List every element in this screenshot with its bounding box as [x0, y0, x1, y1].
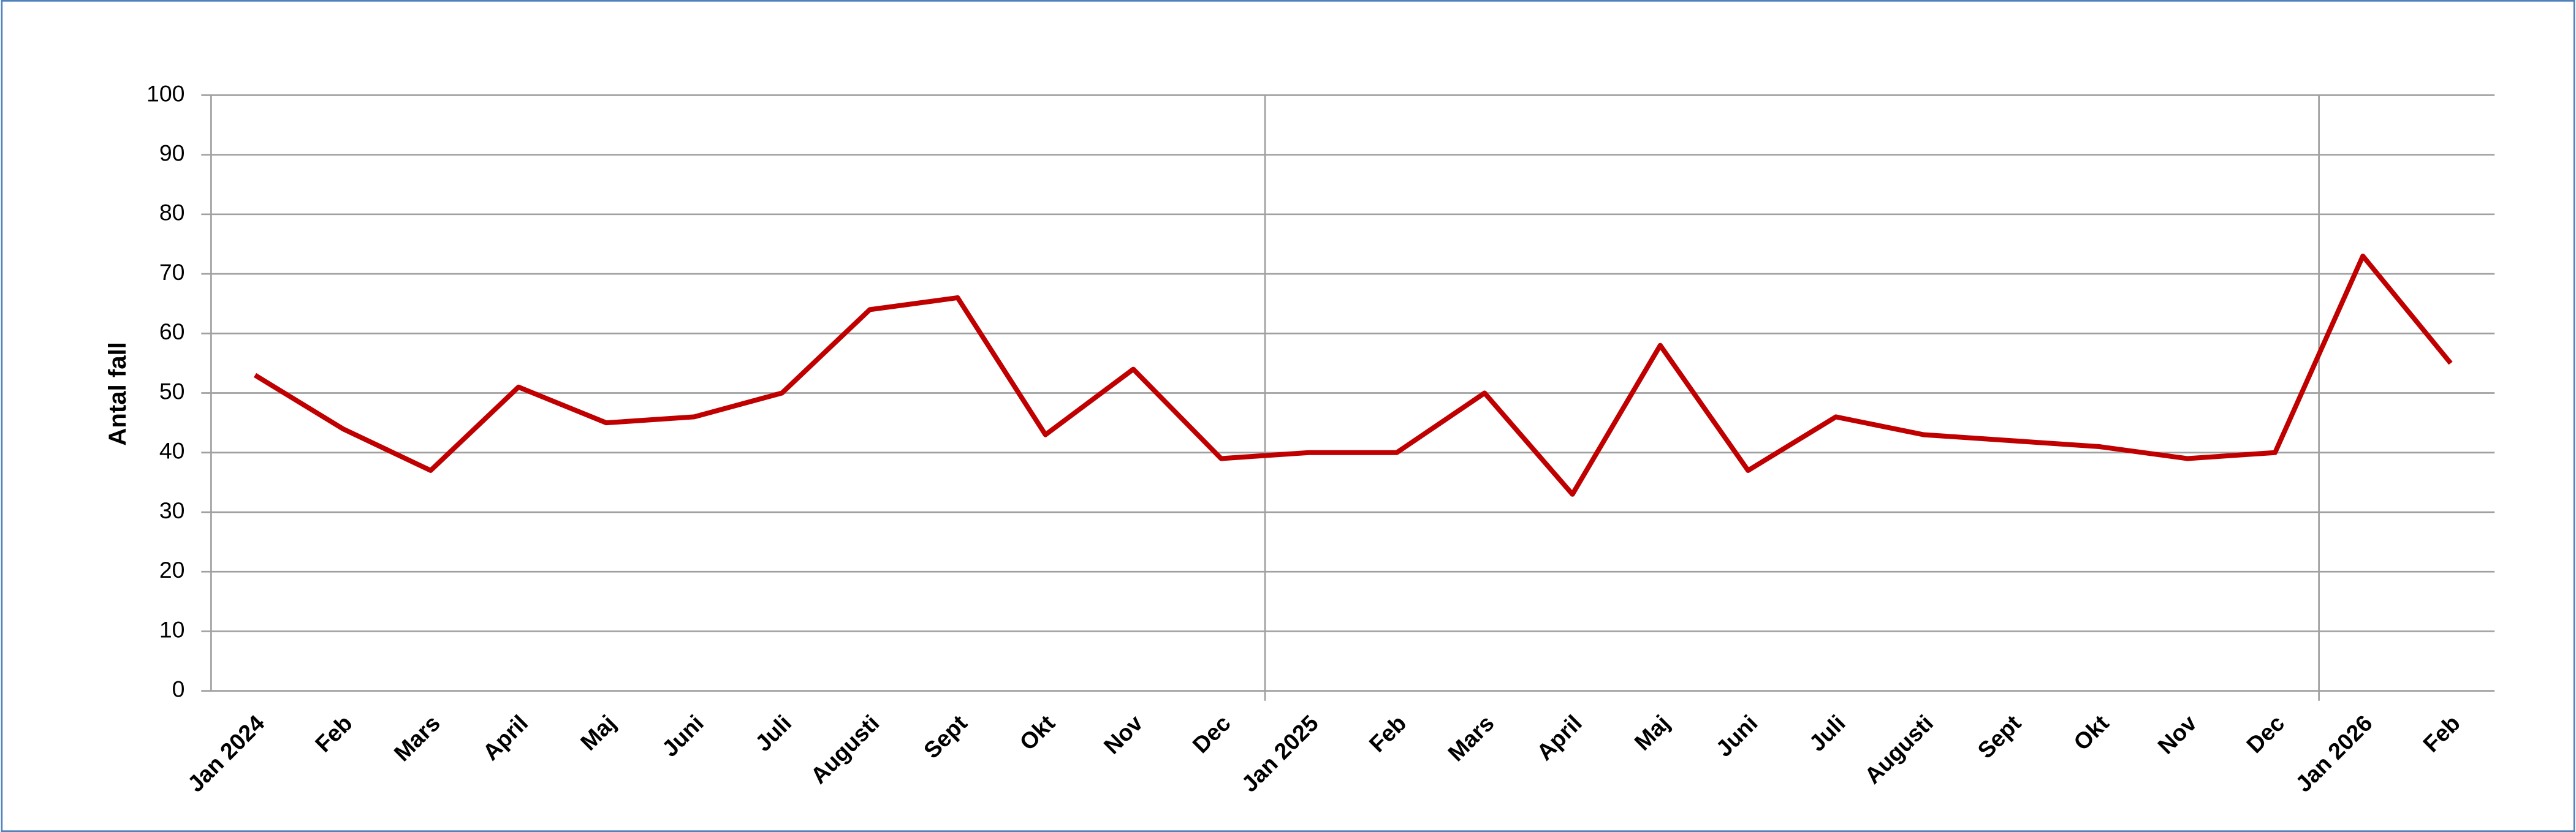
- y-tick-label: 0: [172, 676, 185, 702]
- y-tick-label: 90: [159, 140, 185, 165]
- y-tick-label: 80: [159, 200, 185, 225]
- y-tick-label: 70: [159, 259, 185, 285]
- y-tick-label: 50: [159, 378, 185, 404]
- y-tick-label: 100: [146, 80, 185, 106]
- y-axis-title: Antal fall: [104, 342, 131, 446]
- y-tick-label: 40: [159, 438, 185, 464]
- y-tick-label: 60: [159, 319, 185, 344]
- y-tick-label: 30: [159, 497, 185, 523]
- y-tick-label: 20: [159, 557, 185, 583]
- y-tick-label: 10: [159, 616, 185, 642]
- line-series: [253, 253, 2453, 497]
